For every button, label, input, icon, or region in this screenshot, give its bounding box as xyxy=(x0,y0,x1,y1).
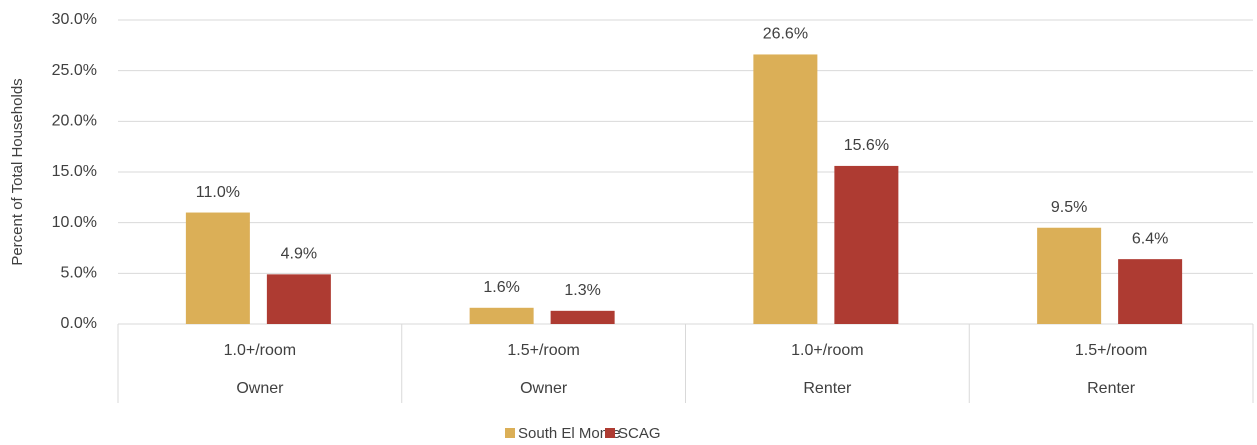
x-tick-label: 1.5+/room xyxy=(507,342,579,359)
x-tick-label: 1.0+/room xyxy=(224,342,296,359)
data-label: 6.4% xyxy=(1132,230,1168,247)
bar xyxy=(1118,259,1183,324)
bar xyxy=(185,212,250,324)
x-tick-label: 1.0+/room xyxy=(791,342,863,359)
x-tick-label: 1.5+/room xyxy=(1075,342,1147,359)
bar xyxy=(469,307,534,324)
bar xyxy=(266,274,331,324)
group-label: Renter xyxy=(803,380,852,397)
bar xyxy=(1037,227,1102,324)
y-tick-label: 20.0% xyxy=(52,113,97,130)
y-tick-label: 30.0% xyxy=(52,11,97,28)
bar xyxy=(753,54,818,324)
data-label: 9.5% xyxy=(1051,199,1087,216)
data-label: 26.6% xyxy=(763,26,808,43)
data-label: 4.9% xyxy=(281,246,317,263)
group-label: Renter xyxy=(1087,380,1136,397)
bar xyxy=(834,165,899,324)
legend-swatch xyxy=(605,428,615,438)
data-label: 15.6% xyxy=(844,137,889,154)
bar xyxy=(550,310,615,324)
group-label: Owner xyxy=(520,380,568,397)
group-label: Owner xyxy=(236,380,284,397)
y-tick-label: 5.0% xyxy=(61,265,97,282)
y-tick-label: 0.0% xyxy=(61,315,97,332)
legend-label: SCAG xyxy=(618,425,661,442)
data-label: 1.3% xyxy=(564,282,600,299)
data-label: 11.0% xyxy=(196,184,240,201)
legend-swatch xyxy=(505,428,515,438)
y-axis-title: Percent of Total Households xyxy=(9,78,26,265)
legend-label: South El Monte xyxy=(518,425,621,442)
y-tick-label: 25.0% xyxy=(52,62,97,79)
y-tick-label: 10.0% xyxy=(52,214,97,231)
data-label: 1.6% xyxy=(483,279,519,296)
y-tick-label: 15.0% xyxy=(52,163,97,180)
